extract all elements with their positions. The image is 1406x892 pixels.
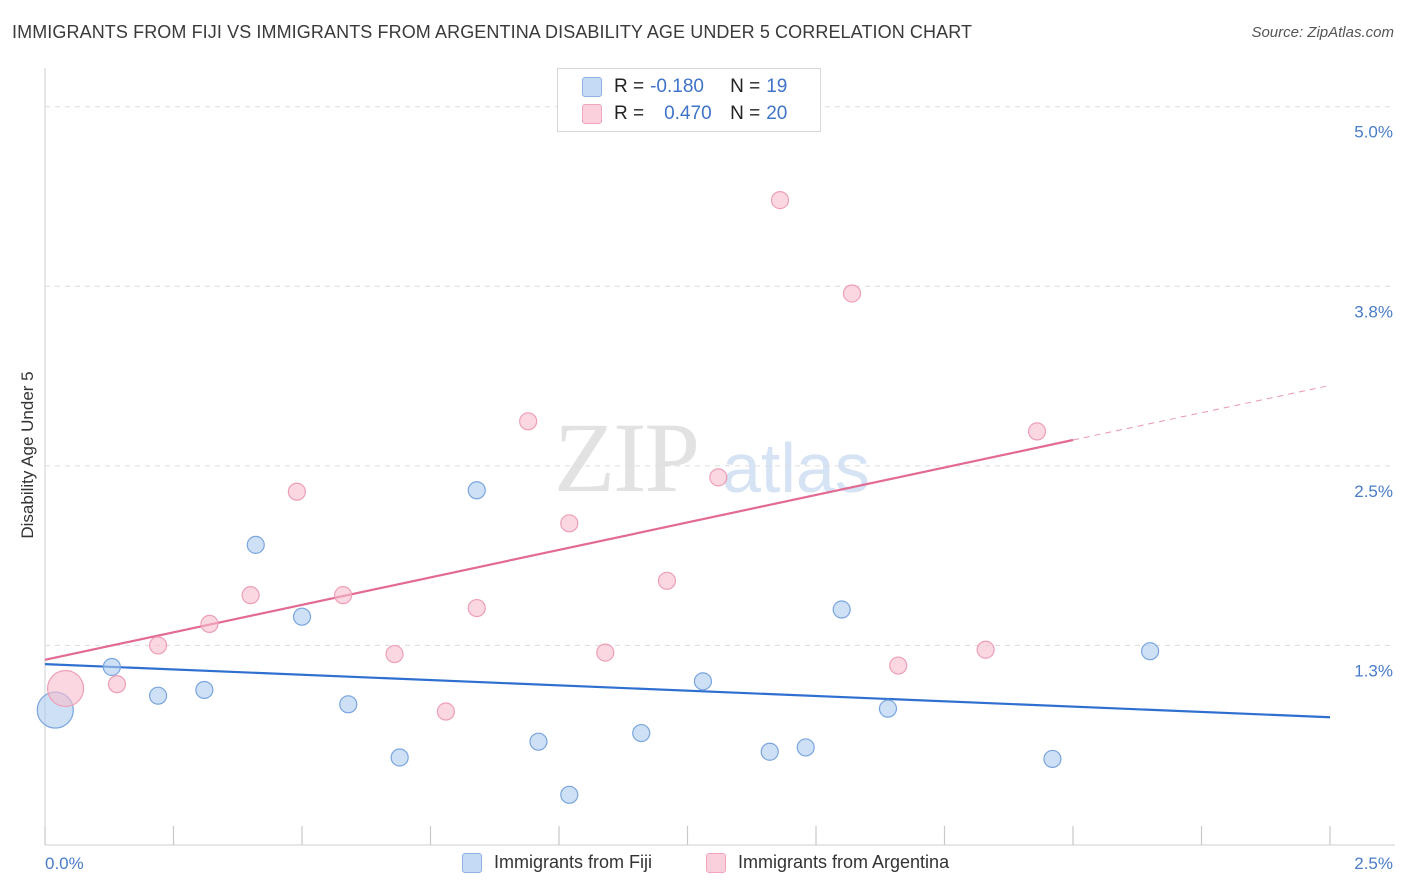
argentina-n-label: N =: [730, 103, 761, 124]
legend-row-fiji: R = -0.180 N = 19: [582, 74, 787, 100]
argentina-point: [770, 191, 790, 210]
fiji-point: [760, 742, 779, 761]
argentina-point: [1027, 422, 1047, 441]
fiji-point: [195, 680, 214, 700]
fiji-point: [832, 600, 851, 619]
argentina-point: [657, 571, 677, 590]
argentina-point: [436, 702, 456, 721]
tick-labels: 1.3% 2.5% 3.8% 5.0% 0.0% 2.5%: [45, 123, 1393, 873]
x-tick-label-min: 0.0%: [45, 854, 84, 873]
y-tick-label: 2.5%: [1354, 482, 1393, 501]
source-label: Source: ZipAtlas.com: [1251, 24, 1394, 41]
argentina-point: [709, 468, 728, 487]
trend-lines: [44, 384, 1331, 719]
argentina-point: [200, 614, 219, 633]
argentina-point: [107, 675, 127, 694]
fiji-point: [560, 785, 579, 804]
bottom-legend-argentina: Immigrants from Argentina: [706, 852, 949, 873]
data-points: [36, 191, 1160, 804]
bottom-legend-fiji: Immigrants from Fiji: [462, 852, 652, 873]
fiji-point: [102, 657, 121, 677]
argentina-point: [241, 586, 260, 605]
fiji-trend-line: [44, 663, 1331, 719]
y-tick-label: 1.3%: [1354, 661, 1393, 680]
fiji-point: [796, 738, 815, 757]
y-tick-label: 3.8%: [1354, 302, 1393, 321]
argentina-swatch: [582, 104, 602, 124]
fiji-point: [292, 607, 312, 626]
fiji-point: [529, 732, 548, 751]
argentina-point: [334, 586, 353, 605]
gridlines: [45, 106, 1395, 646]
fiji-point: [246, 535, 265, 554]
fiji-point: [632, 723, 651, 743]
argentina-point: [596, 643, 615, 662]
fiji-swatch: [582, 77, 602, 97]
legend-row-argentina: R = 0.470 N = 20: [582, 101, 787, 127]
fiji-point: [693, 672, 713, 691]
axes: [44, 68, 1395, 846]
argentina-point: [287, 482, 306, 501]
argentina-r-value: 0.470: [664, 103, 712, 124]
bottom-fiji-label: Immigrants from Fiji: [494, 852, 653, 872]
argentina-point: [467, 598, 486, 618]
argentina-n-value: 20: [766, 103, 788, 124]
argentina-point: [889, 656, 908, 675]
argentina-trend-line: [44, 438, 1074, 661]
x-tick-label-max: 2.5%: [1354, 854, 1393, 873]
correlation-legend: R = -0.180 N = 19 R = 0.470 N = 20: [557, 68, 821, 132]
fiji-point: [390, 748, 409, 767]
bottom-argentina-label: Immigrants from Argentina: [738, 852, 950, 872]
fiji-n-label: N =: [730, 76, 761, 97]
bottom-fiji-swatch: [462, 852, 482, 873]
watermark-zip: ZIP: [554, 402, 700, 513]
fiji-point: [467, 481, 486, 500]
bottom-argentina-swatch: [706, 852, 726, 873]
argentina-point: [976, 640, 995, 659]
fiji-r-label: R =: [614, 76, 645, 97]
fiji-point: [339, 695, 358, 714]
argentina-r-label: R =: [614, 103, 645, 124]
argentina-point: [46, 669, 85, 708]
argentina-point: [842, 284, 862, 303]
argentina-point: [560, 514, 579, 533]
y-tick-label: 5.0%: [1354, 123, 1393, 142]
fiji-point: [1043, 749, 1062, 769]
argentina-point: [385, 644, 404, 664]
fiji-n-value: 19: [766, 76, 788, 97]
argentina-point: [148, 636, 168, 655]
fiji-r-value: -0.180: [650, 76, 704, 97]
fiji-point: [878, 699, 898, 718]
fiji-point: [1140, 642, 1160, 661]
chart-title: IMMIGRANTS FROM FIJI VS IMMIGRANTS FROM …: [12, 22, 973, 42]
argentina-point: [519, 412, 538, 431]
watermark-atlas: atlas: [722, 429, 870, 507]
fiji-point: [148, 686, 168, 705]
argentina-trend-extension: [1072, 384, 1331, 441]
